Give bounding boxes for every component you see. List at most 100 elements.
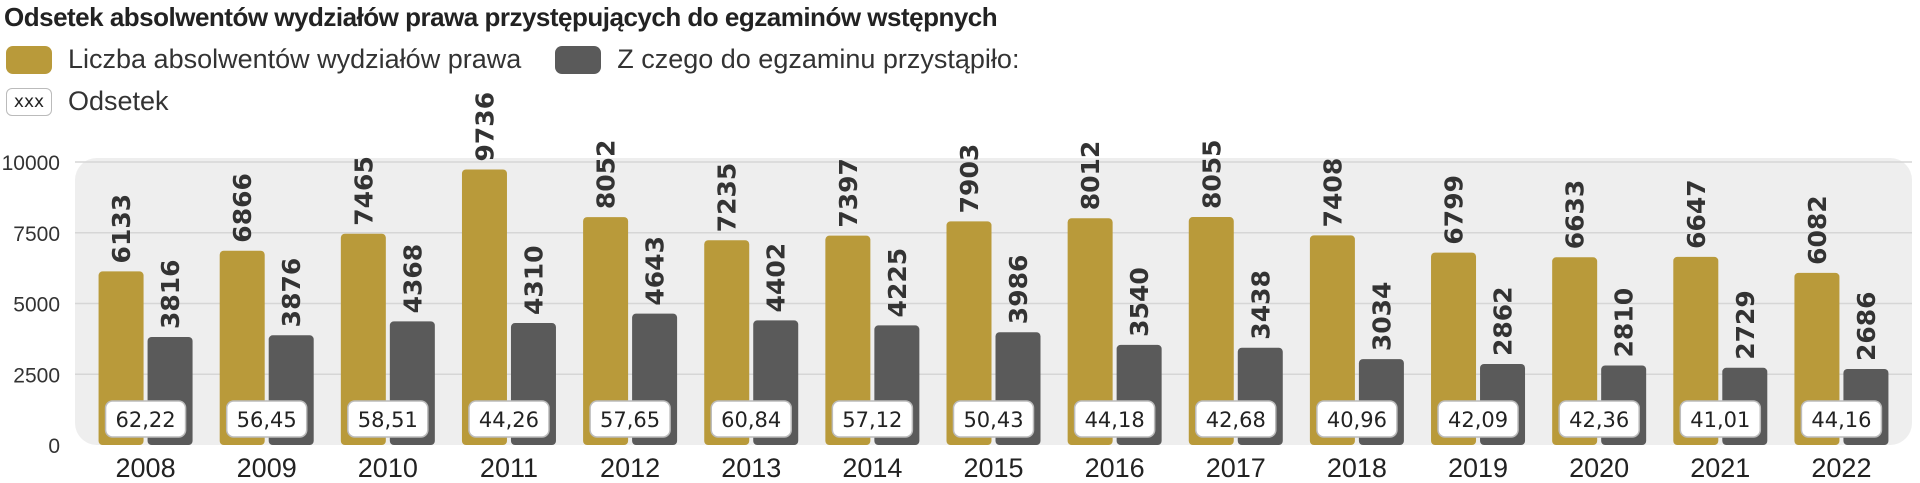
bar-absolwenci bbox=[461, 169, 507, 446]
x-tick-label: 2009 bbox=[237, 453, 297, 483]
bar-absolwenci bbox=[946, 221, 992, 445]
value-label-przystapilo: 3034 bbox=[1367, 282, 1396, 352]
legend-label-odsetek: Odsetek bbox=[68, 86, 169, 116]
legend-label-absolwenci: Liczba absolwentów wydziałów prawa bbox=[68, 44, 522, 74]
value-label-przystapilo: 3816 bbox=[156, 259, 185, 329]
odsetek-label: 44,26 bbox=[479, 408, 539, 432]
odsetek-label: 58,51 bbox=[358, 408, 418, 432]
odsetek-box bbox=[831, 400, 914, 438]
x-tick-label: 2016 bbox=[1085, 453, 1145, 483]
x-tick-label: 2022 bbox=[1811, 453, 1871, 483]
legend-odsetek: xxx Odsetek bbox=[6, 86, 203, 117]
odsetek-label: 50,43 bbox=[963, 408, 1023, 432]
x-tick-label: 2021 bbox=[1690, 453, 1750, 483]
bar-absolwenci bbox=[704, 240, 750, 445]
odsetek-box bbox=[589, 400, 671, 438]
x-tick-label: 2013 bbox=[721, 453, 781, 483]
odsetek-box bbox=[225, 400, 308, 438]
legend: Liczba absolwentów wydziałów prawa Z cze… bbox=[6, 44, 1053, 75]
value-label-absolwenci: 6647 bbox=[1682, 179, 1711, 249]
value-label-przystapilo: 4225 bbox=[883, 248, 912, 318]
odsetek-box bbox=[1195, 400, 1277, 438]
value-label-przystapilo: 3986 bbox=[1004, 255, 1033, 325]
bar-absolwenci bbox=[825, 235, 871, 445]
value-label-przystapilo: 2862 bbox=[1489, 286, 1518, 356]
x-tick-label: 2010 bbox=[358, 453, 418, 483]
odsetek-box bbox=[1679, 400, 1762, 438]
bar-absolwenci bbox=[1188, 217, 1234, 445]
y-tick-label: 7500 bbox=[13, 223, 60, 246]
odsetek-label: 44,16 bbox=[1811, 408, 1871, 432]
odsetek-box bbox=[1437, 400, 1519, 438]
odsetek-label: 42,68 bbox=[1206, 408, 1266, 432]
odsetek-box bbox=[347, 400, 429, 438]
odsetek-label: 60,84 bbox=[721, 408, 781, 432]
y-tick-label: 0 bbox=[48, 435, 60, 458]
odsetek-box bbox=[468, 400, 550, 438]
bar-absolwenci bbox=[583, 217, 629, 445]
bar-absolwenci bbox=[1552, 257, 1598, 445]
value-label-absolwenci: 6133 bbox=[107, 194, 136, 264]
bar-absolwenci bbox=[1067, 218, 1113, 445]
x-tick-label: 2014 bbox=[842, 453, 902, 483]
chart-title: Odsetek absolwentów wydziałów prawa przy… bbox=[4, 2, 998, 32]
value-label-przystapilo: 2686 bbox=[1852, 291, 1881, 361]
value-label-absolwenci: 7465 bbox=[349, 156, 378, 226]
value-label-przystapilo: 2810 bbox=[1610, 288, 1639, 358]
legend-item-absolwenci: Liczba absolwentów wydziałów prawa bbox=[6, 44, 521, 75]
odsetek-label: 41,01 bbox=[1690, 408, 1750, 432]
value-label-absolwenci: 8012 bbox=[1076, 141, 1105, 211]
y-tick-label: 10000 bbox=[2, 152, 60, 175]
odsetek-label: 57,65 bbox=[600, 408, 660, 432]
odsetek-box bbox=[1073, 400, 1156, 438]
value-label-absolwenci: 6633 bbox=[1561, 180, 1590, 250]
value-label-absolwenci: 6799 bbox=[1440, 175, 1469, 245]
bar-absolwenci bbox=[1673, 256, 1719, 445]
x-tick-label: 2015 bbox=[963, 453, 1023, 483]
value-label-przystapilo: 3438 bbox=[1246, 270, 1275, 340]
bar-absolwenci bbox=[1309, 235, 1355, 445]
odsetek-label: 57,12 bbox=[842, 408, 902, 432]
value-label-absolwenci: 7397 bbox=[834, 158, 863, 228]
x-tick-label: 2020 bbox=[1569, 453, 1629, 483]
x-tick-label: 2017 bbox=[1206, 453, 1266, 483]
bar-absolwenci bbox=[340, 233, 386, 445]
value-label-absolwenci: 7235 bbox=[713, 163, 742, 233]
y-tick-label: 5000 bbox=[13, 294, 60, 317]
value-label-absolwenci: 6866 bbox=[228, 173, 257, 243]
bar-absolwenci bbox=[219, 250, 265, 445]
odsetek-box bbox=[104, 400, 187, 438]
legend-swatch-absolwenci bbox=[6, 45, 52, 74]
legend-label-przystapilo: Z czego do egzaminu przystąpiło: bbox=[617, 44, 1020, 74]
value-label-absolwenci: 9736 bbox=[470, 92, 499, 162]
value-label-przystapilo: 4310 bbox=[519, 245, 548, 315]
odsetek-label: 62,22 bbox=[116, 408, 176, 432]
x-tick-label: 2011 bbox=[480, 453, 538, 483]
y-tick-label: 2500 bbox=[13, 364, 60, 387]
odsetek-label: 44,18 bbox=[1085, 408, 1145, 432]
x-tick-label: 2008 bbox=[116, 453, 176, 483]
bar-absolwenci bbox=[1431, 252, 1477, 445]
odsetek-label: 42,36 bbox=[1569, 408, 1629, 432]
legend-item-przystapilo: Z czego do egzaminu przystąpiło: bbox=[555, 44, 1019, 75]
odsetek-label: 56,45 bbox=[237, 408, 297, 432]
odsetek-box bbox=[710, 400, 792, 438]
odsetek-box bbox=[1316, 400, 1398, 438]
value-label-absolwenci: 8052 bbox=[592, 140, 621, 210]
x-tick-label: 2012 bbox=[600, 453, 660, 483]
legend-item-odsetek: xxx Odsetek bbox=[6, 86, 169, 117]
value-label-przystapilo: 2729 bbox=[1731, 290, 1760, 360]
odsetek-box bbox=[1800, 400, 1883, 438]
x-tick-label: 2018 bbox=[1327, 453, 1387, 483]
value-label-absolwenci: 7408 bbox=[1318, 158, 1347, 228]
legend-swatch-przystapilo bbox=[555, 45, 602, 74]
value-label-absolwenci: 8055 bbox=[1197, 139, 1226, 209]
legend-swatch-odsetek: xxx bbox=[6, 87, 52, 116]
odsetek-label: 42,09 bbox=[1448, 408, 1508, 432]
odsetek-label: 40,96 bbox=[1327, 408, 1387, 432]
odsetek-box bbox=[1558, 400, 1640, 438]
value-label-absolwenci: 7903 bbox=[955, 144, 984, 214]
value-label-przystapilo: 4402 bbox=[762, 243, 791, 313]
x-tick-label: 2019 bbox=[1448, 453, 1508, 483]
